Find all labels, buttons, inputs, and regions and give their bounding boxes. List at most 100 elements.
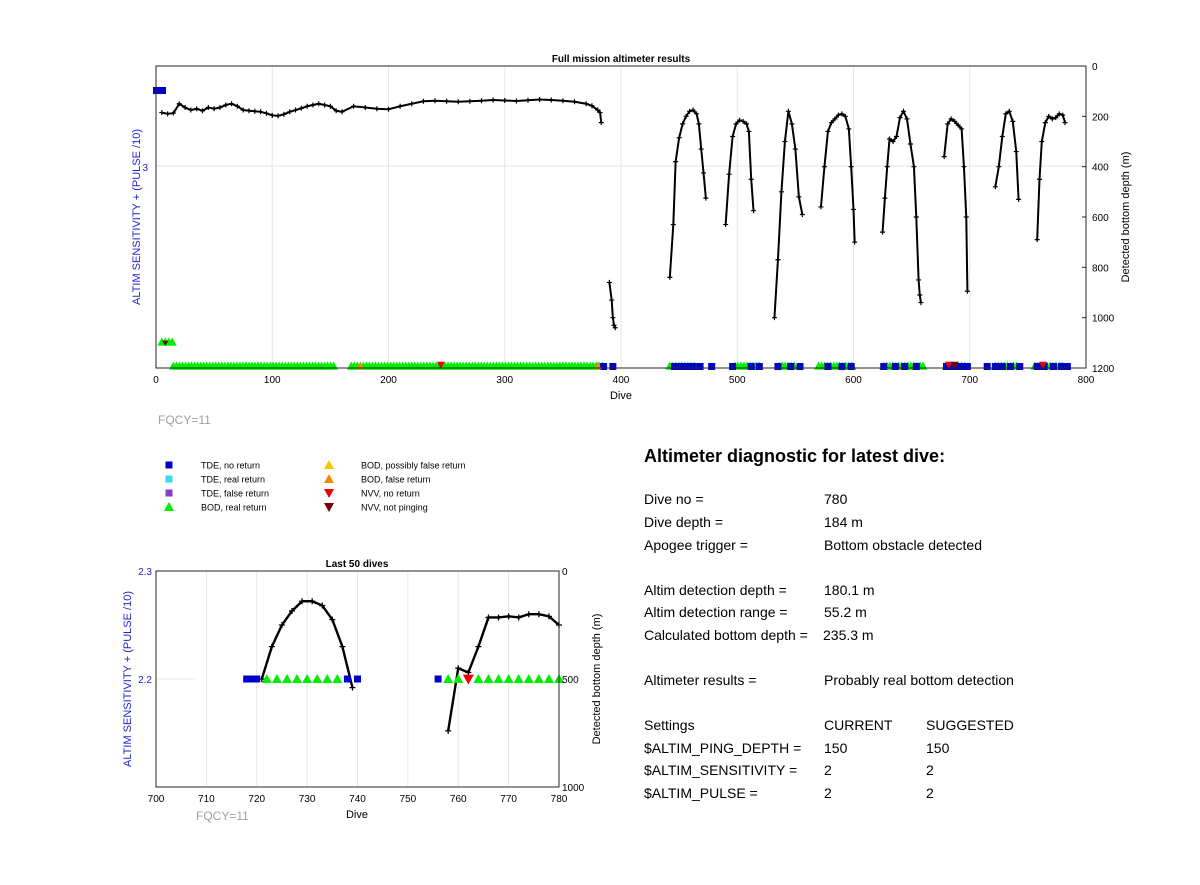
chart1-depth-point [479, 98, 484, 104]
chart1-depth-point [746, 128, 752, 134]
chart1-tde-no-return-marker [824, 363, 832, 370]
chart1-depth-point [751, 208, 757, 214]
chart1-depth-point [1060, 112, 1066, 118]
diagnostic-label: Calculated bottom depth = [644, 627, 808, 643]
chart1-depth-point [676, 135, 682, 141]
chart1-depth-point [796, 194, 802, 200]
chart1-depth-point [748, 176, 754, 182]
chart1-depth-point [673, 159, 679, 165]
chart1-depth-point [211, 106, 217, 112]
chart1-tde-no-return-marker [747, 363, 755, 370]
chart1-depth-point [176, 101, 182, 107]
chart1-tde-no-return-marker [689, 363, 697, 370]
chart1-x-tick-label: 400 [613, 375, 630, 386]
chart1-tde-no-return-marker [708, 363, 716, 370]
chart1-depth-point [223, 102, 229, 108]
chart1-depth-point [911, 164, 917, 170]
chart1-depth-line [943, 117, 969, 292]
chart1-depth-point [316, 101, 322, 107]
chart1-tde-no-return-marker [1058, 363, 1066, 370]
chart1-depth-point [890, 139, 896, 144]
chart1-tde-no-return-marker [963, 363, 971, 370]
chart1-depth-point [825, 128, 831, 134]
chart1-tde-no-return-marker [991, 363, 999, 370]
chart1-depth-point [589, 103, 595, 109]
chart1-depth-point [362, 105, 368, 111]
chart1-fqcy-note: FQCY=11 [158, 413, 211, 427]
chart1-depth-point [894, 133, 900, 139]
chart1-depth-point [217, 105, 223, 111]
chart1-depth-point [698, 146, 704, 152]
diagnostic-value: Bottom obstacle detected [824, 537, 982, 553]
chart1-depth-point [240, 107, 246, 113]
chart1-depth-point [690, 107, 696, 113]
chart1-x-tick-label: 300 [496, 375, 513, 386]
settings-cell: 2 [824, 762, 832, 778]
chart1-depth-point [234, 103, 240, 109]
chart1-tde-no-return-marker [609, 363, 617, 370]
chart1-depth-point [835, 112, 841, 118]
diagnostic-value: 55.2 m [824, 604, 867, 620]
chart1-depth-point [832, 116, 838, 122]
diagnostic-value: Probably real bottom detection [824, 672, 1014, 688]
chart1-tde-no-return-marker [600, 363, 608, 370]
chart1-depth-point [963, 214, 969, 220]
chart1-depth-point [333, 108, 339, 114]
chart1-depth-point [165, 111, 171, 117]
chart1-x-tick-label: 0 [153, 375, 159, 386]
chart1-depth-point [828, 120, 834, 126]
chart1-depth-point [694, 111, 700, 117]
chart1-tde-no-return-marker [847, 363, 855, 370]
chart1-depth-point [409, 101, 415, 107]
chart1-tde-no-return-marker [774, 363, 782, 370]
chart1-tde-no-return-marker [153, 87, 166, 94]
chart1-left-tick-3: 3 [142, 163, 148, 174]
chart1-depth-point [917, 292, 923, 298]
chart1-depth-point [252, 108, 258, 114]
chart1-depth-point [598, 120, 604, 126]
chart1-y-right-tick-label: 600 [1092, 213, 1109, 224]
chart1-depth-point [275, 113, 281, 119]
chart1-tde-no-return-marker [677, 363, 685, 370]
chart1-x-tick-label: 800 [1078, 375, 1095, 386]
chart1-depth-point [852, 239, 858, 245]
chart1-depth-point [1046, 113, 1052, 119]
diagnostic-label: Altim detection depth = [644, 582, 787, 598]
chart1-depth-point [182, 105, 188, 111]
chart1-y-right-tick-label: 0 [1092, 62, 1098, 73]
chart1-tde-no-return-marker [901, 363, 909, 370]
chart1-depth-point [913, 214, 919, 220]
chart1-depth-point [611, 322, 617, 328]
chart1-depth-point [269, 112, 275, 118]
chart1-nvv-marker [1038, 361, 1047, 369]
chart1-tde-no-return-marker [956, 363, 964, 370]
chart1-depth-line [881, 109, 922, 303]
diagnostic-value: 780 [824, 491, 848, 507]
chart1-depth-point [945, 121, 951, 127]
chart1-y-right-tick-label: 400 [1092, 163, 1109, 174]
chart1-depth-point [339, 109, 345, 115]
chart1-depth-point [999, 133, 1005, 139]
chart1-depth-point [730, 133, 736, 139]
chart1-depth-point [560, 98, 566, 104]
chart1-depth-line [668, 108, 707, 278]
chart1-depth-point [467, 98, 473, 104]
chart1-depth-point [205, 105, 211, 111]
chart1-depth-point [432, 98, 438, 104]
chart1-bod-false-return-marker [593, 362, 602, 370]
chart1-depth-line [994, 109, 1020, 200]
chart1-depth-point [846, 126, 852, 132]
settings-header-cell: Settings [644, 717, 695, 733]
chart1-depth-point [513, 98, 519, 104]
chart1-depth-point [882, 195, 888, 201]
chart1-tde-no-return-marker [1063, 363, 1071, 370]
chart1-depth-point [723, 222, 729, 228]
chart1-depth-point [597, 110, 603, 116]
chart1-y-axis-right-label: Detected bottom depth (m) [1120, 152, 1132, 283]
chart1-depth-point [1062, 120, 1068, 126]
chart1-title: Full mission altimeter results [552, 54, 691, 65]
chart1-depth-point [1010, 118, 1016, 124]
chart1-depth-point [880, 229, 886, 235]
chart1-tde-no-return-marker [729, 363, 737, 370]
